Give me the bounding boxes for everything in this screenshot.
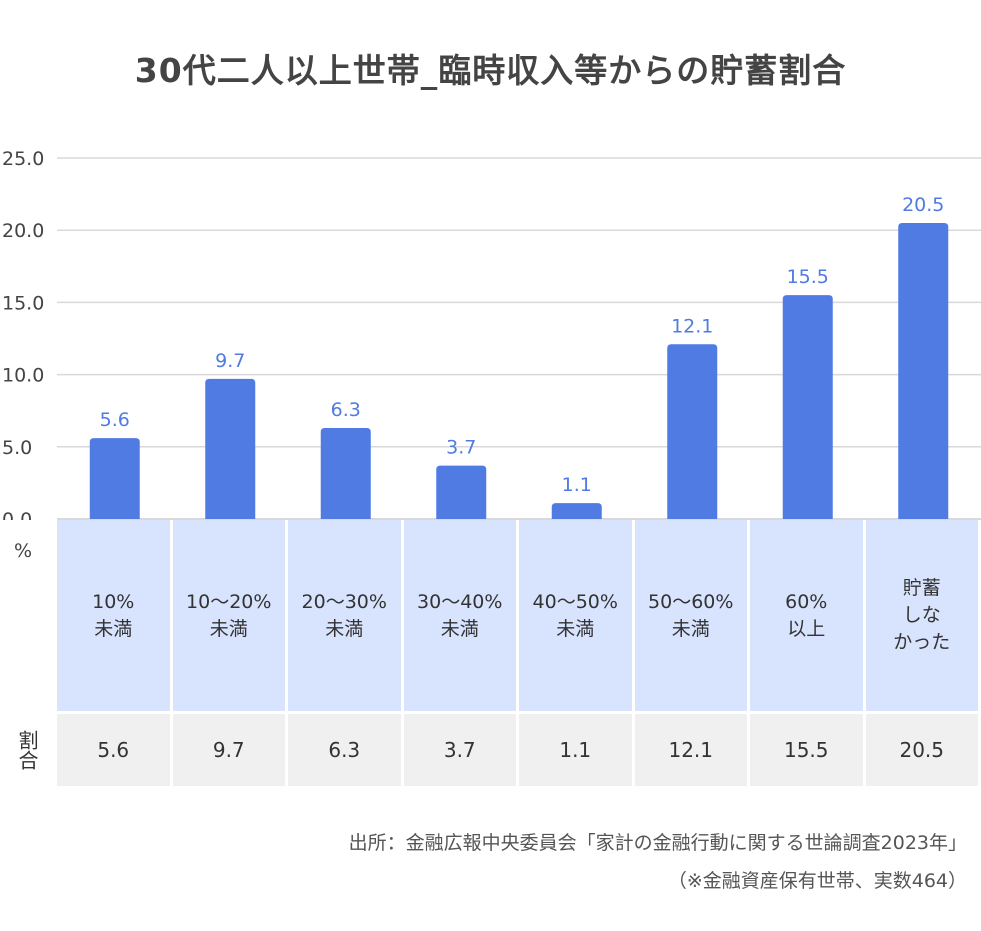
bar bbox=[90, 438, 140, 519]
bar-value-label: 15.5 bbox=[787, 266, 829, 288]
category-row: 10% 未満 10〜20% 未満 20〜30% 未満 30〜40% 未満 40〜50% … bbox=[57, 520, 981, 711]
bar bbox=[321, 428, 371, 519]
y-tick-label: 10.0 bbox=[2, 365, 44, 387]
bar bbox=[552, 503, 602, 519]
category-label: 10〜20% 未満 bbox=[173, 520, 286, 711]
category-label: 貯蓄 しな かった bbox=[866, 520, 979, 711]
table-value-cell: 6.3 bbox=[288, 714, 401, 786]
bar-value-label: 12.1 bbox=[671, 315, 713, 337]
category-label: 20〜30% 未満 bbox=[288, 520, 401, 711]
category-label: 60% 以上 bbox=[750, 520, 863, 711]
table-row-label: 割合 bbox=[0, 714, 54, 786]
table-value-cell: 12.1 bbox=[635, 714, 748, 786]
bar-value-label: 5.6 bbox=[100, 409, 130, 431]
table-value-cell: 15.5 bbox=[750, 714, 863, 786]
bar bbox=[783, 295, 833, 519]
y-tick-label: 25.0 bbox=[2, 148, 44, 170]
source-line-2: （※金融資産保有世帯、実数464） bbox=[349, 862, 967, 900]
table-value-cell: 1.1 bbox=[519, 714, 632, 786]
value-row: 5.6 9.7 6.3 3.7 1.1 12.1 15.5 20.5 bbox=[57, 714, 981, 786]
y-tick-label: 0.0 bbox=[2, 509, 32, 520]
source-line-1: 出所：金融広報中央委員会「家計の金融行動に関する世論調査2023年」 bbox=[349, 824, 967, 862]
category-label: 40〜50% 未満 bbox=[519, 520, 632, 711]
category-label: 30〜40% 未満 bbox=[404, 520, 517, 711]
bar bbox=[436, 466, 486, 519]
bar bbox=[205, 379, 255, 519]
table-value-cell: 3.7 bbox=[404, 714, 517, 786]
y-tick-label: 5.0 bbox=[2, 437, 32, 459]
y-tick-label: 20.0 bbox=[2, 220, 44, 242]
category-label: 50〜60% 未満 bbox=[635, 520, 748, 711]
y-tick-label: 15.0 bbox=[2, 292, 44, 314]
bar-value-label: 9.7 bbox=[215, 350, 245, 372]
y-axis-unit: % bbox=[14, 540, 32, 562]
bar-chart: 0.0 5.0 10.0 15.0 20.0 25.0 5.6 9.7 6.3 3.7 1.1 12.… bbox=[0, 0, 981, 520]
bar-value-label: 20.5 bbox=[902, 194, 944, 216]
bar-value-label: 6.3 bbox=[331, 399, 361, 421]
table-value-cell: 5.6 bbox=[57, 714, 170, 786]
bar-value-label: 1.1 bbox=[562, 474, 592, 496]
bar bbox=[667, 344, 717, 519]
table-value-cell: 20.5 bbox=[866, 714, 979, 786]
bar bbox=[898, 223, 948, 519]
table-value-cell: 9.7 bbox=[173, 714, 286, 786]
category-label: 10% 未満 bbox=[57, 520, 170, 711]
bar-value-label: 3.7 bbox=[446, 437, 476, 459]
source-note: 出所：金融広報中央委員会「家計の金融行動に関する世論調査2023年」 （※金融資… bbox=[349, 824, 967, 900]
